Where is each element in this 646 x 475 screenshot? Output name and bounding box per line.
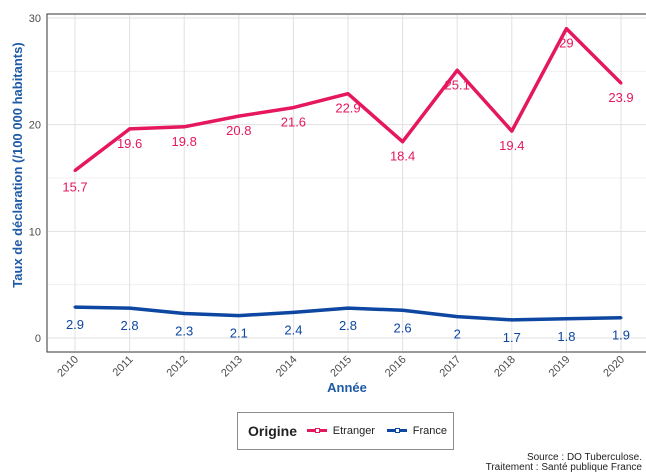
data-point bbox=[510, 129, 514, 133]
data-point bbox=[182, 311, 186, 315]
chart: 15.719.6 19.820.821.622.918.425.119.42923… bbox=[10, 13, 646, 395]
x-tick-label: 2015 bbox=[328, 354, 354, 380]
y-tick-labels: 0 10 20 30 bbox=[29, 13, 41, 345]
y-tick-label: 30 bbox=[29, 13, 41, 25]
data-point bbox=[291, 310, 295, 314]
data-point bbox=[564, 27, 568, 31]
x-tick-label: 2016 bbox=[383, 354, 409, 380]
data-label: 2 bbox=[454, 327, 461, 342]
y-tick-label: 0 bbox=[35, 333, 41, 345]
source-note: Source : DO Tuberculose. Traitement : Sa… bbox=[486, 453, 642, 473]
data-label: 19.4 bbox=[499, 138, 524, 153]
data-point bbox=[455, 68, 459, 72]
data-point bbox=[237, 114, 241, 118]
legend-key-etranger bbox=[307, 425, 327, 437]
data-label: 2.9 bbox=[66, 317, 84, 332]
data-label: 21.6 bbox=[281, 115, 306, 130]
data-label: 22.9 bbox=[335, 101, 360, 116]
data-point bbox=[73, 169, 77, 173]
legend: Origine Etranger France bbox=[237, 412, 454, 450]
y-tick-label: 10 bbox=[29, 226, 41, 238]
data-label: 1.7 bbox=[503, 330, 521, 345]
source-line-2: Traitement : Santé publique France bbox=[485, 462, 642, 473]
data-label: 1.8 bbox=[557, 329, 575, 344]
x-tick-label: 2012 bbox=[165, 354, 191, 380]
plot-panel bbox=[46, 13, 646, 353]
data-point bbox=[401, 140, 405, 144]
y-axis-title: Taux de déclaration (/100 000 habitants) bbox=[10, 42, 25, 287]
data-point bbox=[73, 305, 77, 309]
data-label: 15.7 bbox=[62, 180, 87, 195]
data-label: 2.3 bbox=[175, 323, 193, 338]
data-label: 20.8 bbox=[226, 123, 251, 138]
data-labels: 15.719.6 19.820.821.622.918.425.119.42923… bbox=[62, 36, 633, 345]
legend-label-etranger: Etranger bbox=[332, 425, 375, 437]
series-lines bbox=[73, 26, 623, 322]
data-label: 1.9 bbox=[612, 328, 630, 343]
data-label: 25.1 bbox=[445, 77, 470, 92]
data-point bbox=[455, 315, 459, 319]
data-point bbox=[291, 106, 295, 110]
data-label: 29 bbox=[559, 36, 573, 51]
data-point bbox=[346, 306, 350, 310]
x-tick-label: 2010 bbox=[55, 354, 81, 380]
data-label: 18.4 bbox=[390, 149, 415, 164]
data-label: 2.1 bbox=[230, 326, 248, 341]
grid bbox=[48, 15, 646, 351]
x-tick-label: 2018 bbox=[492, 354, 518, 380]
legend-key-france bbox=[386, 425, 407, 437]
x-tick-label: 2019 bbox=[547, 354, 573, 380]
data-point bbox=[128, 127, 132, 131]
data-point bbox=[564, 317, 568, 321]
data-label: 23.9 bbox=[608, 90, 633, 105]
x-tick-label: 2014 bbox=[274, 354, 300, 380]
x-tick-label: 2020 bbox=[601, 354, 627, 380]
data-point bbox=[128, 306, 132, 310]
x-tick-label: 2017 bbox=[438, 354, 464, 380]
data-label: 2.8 bbox=[339, 318, 357, 333]
data-point bbox=[619, 316, 623, 320]
data-label: 19.8 bbox=[172, 134, 197, 149]
data-point bbox=[182, 125, 186, 129]
data-label: 19.6 bbox=[117, 136, 142, 151]
data-point bbox=[619, 81, 623, 85]
x-tick-labels: 2010 2011 2012 2013 2014 2015 2016 2017 2018 2019… bbox=[55, 354, 627, 380]
data-point bbox=[346, 92, 350, 96]
x-axis-title: Année bbox=[327, 380, 367, 395]
legend-title: Origine bbox=[248, 423, 298, 439]
data-label: 2.6 bbox=[394, 320, 412, 335]
data-label: 2.8 bbox=[121, 318, 139, 333]
x-tick-label: 2013 bbox=[219, 354, 245, 380]
source-line-1: Source : DO Tuberculose. bbox=[526, 452, 642, 463]
legend-label-france: France bbox=[412, 425, 447, 437]
data-point bbox=[510, 318, 514, 322]
y-tick-label: 20 bbox=[29, 120, 41, 132]
data-point bbox=[401, 308, 405, 312]
x-tick-label: 2011 bbox=[111, 354, 136, 379]
data-point bbox=[237, 314, 241, 318]
data-label: 2.4 bbox=[284, 322, 302, 337]
